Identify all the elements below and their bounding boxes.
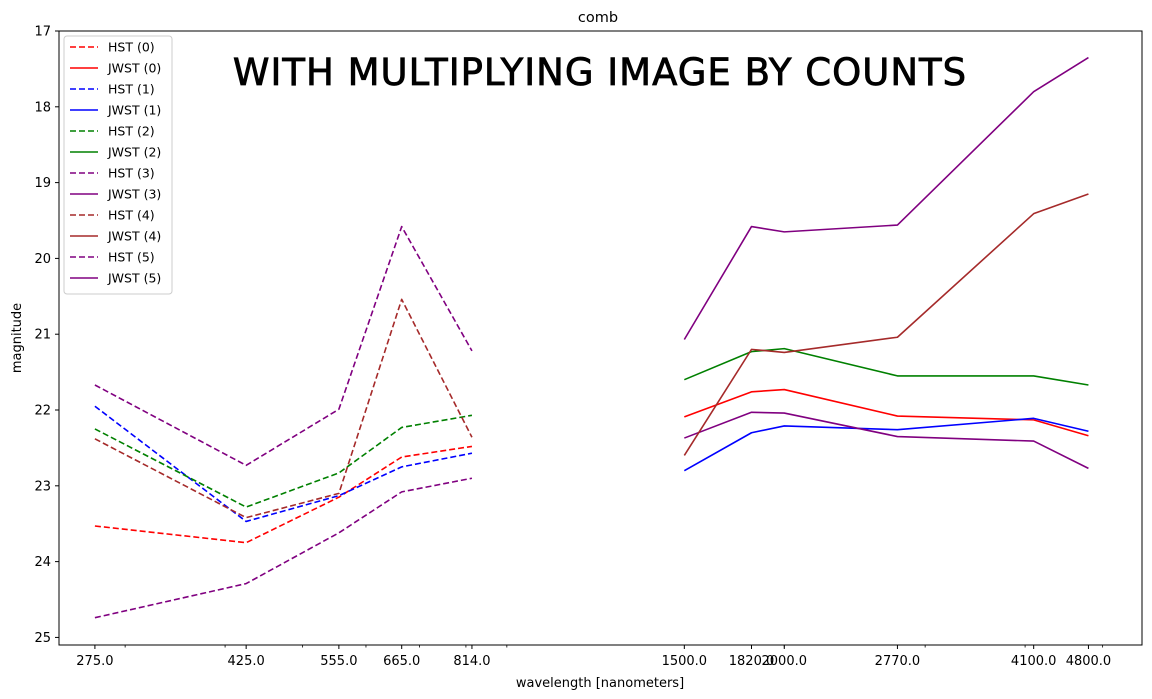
y-tick-label: 21 [34,328,51,343]
legend-entry: HST (5) [108,250,155,265]
legend-box [63,35,173,295]
chart-annotation: WITH MULTIPLYING IMAGE BY COUNTS [233,51,967,94]
x-tick-label: 4800.0 [1066,654,1112,669]
legend: HST (0) JWST (0) HST (1) JWST (1) HST (2) JWS… [63,35,173,295]
x-tick-label: 2770.0 [875,654,921,669]
legend-entry: JWST (3) [107,187,161,202]
series-line [94,225,473,467]
y-axis: 17 18 19 20 21 22 23 24 25 [34,25,59,646]
x-tick-label: 555.0 [320,654,357,669]
legend-entry: JWST (5) [107,271,161,286]
legend-entry: JWST (1) [107,103,161,118]
series-line [684,347,1089,386]
series-line [94,298,473,519]
y-tick-label: 25 [34,631,51,646]
plot-area [94,56,1089,619]
legend-entry: HST (2) [108,124,155,139]
legend-entry: JWST (4) [107,229,161,244]
chart-title: comb [578,10,618,26]
series-line [683,193,1089,456]
legend-entry: JWST (0) [107,61,161,76]
series-line [94,414,473,508]
x-tick-label: 814.0 [453,654,490,669]
y-tick-label: 17 [34,25,51,40]
y-tick-label: 18 [34,100,51,115]
series-line [94,405,473,523]
legend-entry: HST (3) [108,166,155,181]
legend-entry: HST (4) [108,208,155,223]
y-tick-label: 22 [34,404,51,419]
x-axis: 275.0 425.0 555.0 665.0 814.0 1500.0 1820.0200… [76,645,1111,669]
x-tick-label: 1820.0 [729,654,775,669]
y-tick-label: 24 [34,555,51,570]
series-line [683,417,1089,472]
y-tick-label: 20 [34,252,51,267]
y-tick-label: 19 [34,176,51,191]
x-tick-label: 4100.0 [1011,654,1057,669]
series-line [94,445,473,544]
series-line [94,477,473,619]
legend-entry: JWST (2) [107,145,161,160]
x-axis-label: wavelength [nanometers] [516,676,684,691]
series-line [684,411,1089,470]
legend-entry: HST (0) [108,40,155,55]
x-tick-label: 665.0 [383,654,420,669]
x-tick-label: 275.0 [76,654,113,669]
plot-frame [58,30,1143,646]
x-tick-label: 425.0 [228,654,265,669]
x-tick-label: 1500.0 [662,654,708,669]
x-tick-label: 2000.0 [762,654,808,669]
series-line [684,388,1089,437]
legend-entry: HST (1) [108,82,155,97]
y-axis-label: magnitude [10,303,25,373]
y-tick-label: 23 [34,479,51,494]
series-line [683,56,1089,340]
